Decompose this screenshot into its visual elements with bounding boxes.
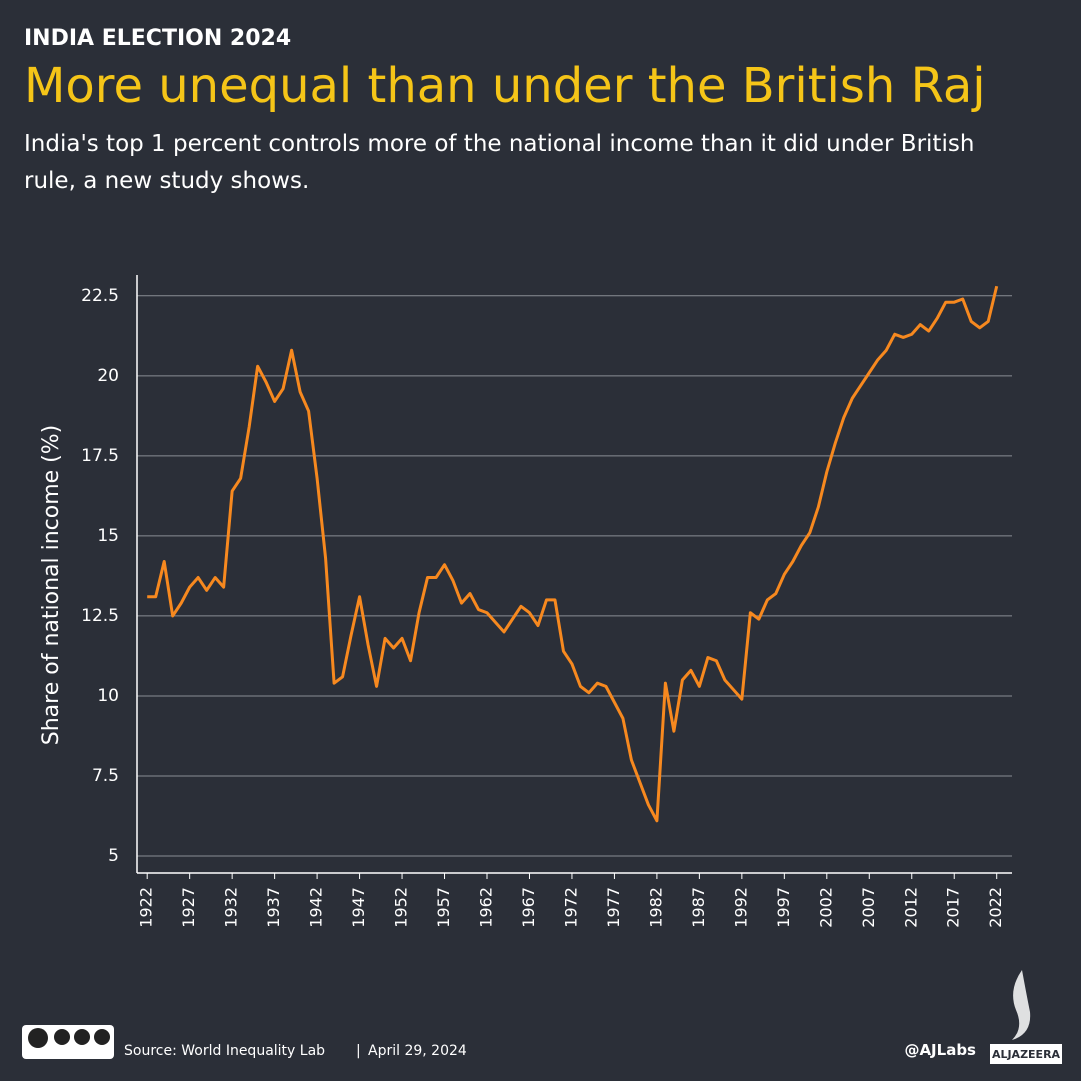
y-tick-label: 20 (97, 366, 119, 386)
x-tick-label: 1927 (179, 887, 198, 928)
logo-box (990, 1044, 1062, 1064)
x-tick-label: 2007 (859, 887, 878, 928)
separator: | (356, 1043, 361, 1059)
y-tick-label: 15 (97, 526, 119, 546)
x-tick-label: 1922 (137, 887, 156, 928)
x-tick-label: 1932 (222, 887, 241, 928)
x-tick-label: 1992 (731, 887, 750, 928)
y-tick-label: 17.5 (81, 446, 119, 466)
x-tick-label: 1947 (349, 887, 368, 928)
x-tick-label: 1997 (774, 887, 793, 928)
x-tick-label: 1967 (519, 887, 538, 928)
source: Source: World Inequality Lab (124, 1043, 325, 1059)
x-tick-label: 1942 (307, 887, 326, 928)
x-tick-label: 1977 (604, 887, 623, 928)
x-tick-label: 1972 (561, 887, 580, 928)
kicker: INDIA ELECTION 2024 (24, 26, 292, 51)
x-tick-label: 1952 (392, 887, 411, 928)
x-tick-label: 1937 (264, 887, 283, 928)
chart-subtitle: India's top 1 percent controls more of t… (24, 131, 975, 194)
x-tick-label: 2022 (986, 887, 1005, 928)
cc-badge (22, 1025, 114, 1059)
y-tick-label: 10 (97, 686, 119, 706)
chart-title: More unequal than under the British Raj (24, 58, 986, 114)
logo: ALJAZEERA (992, 1048, 1061, 1061)
x-tick-label: 2017 (944, 887, 963, 928)
line (147, 285, 999, 823)
x-tick-label: 1982 (646, 887, 665, 928)
date: April 29, 2024 (368, 1043, 467, 1059)
y-tick-label: 5 (108, 846, 119, 866)
y-axis-label: Share of national income (%) (39, 425, 64, 745)
x-tick-label: 2002 (816, 887, 835, 928)
x-tick-label: 1957 (434, 887, 453, 928)
x-tick-label: 1962 (477, 887, 496, 928)
y-tick-label: 7.5 (92, 766, 119, 786)
x-tick-label: 1987 (689, 887, 708, 928)
handle: @AJLabs (904, 1041, 976, 1059)
x-tick-label: 2012 (901, 887, 920, 928)
logo-mark (1012, 970, 1031, 1040)
y-tick-label: 22.5 (81, 286, 119, 306)
y-tick-label: 12.5 (81, 606, 119, 626)
